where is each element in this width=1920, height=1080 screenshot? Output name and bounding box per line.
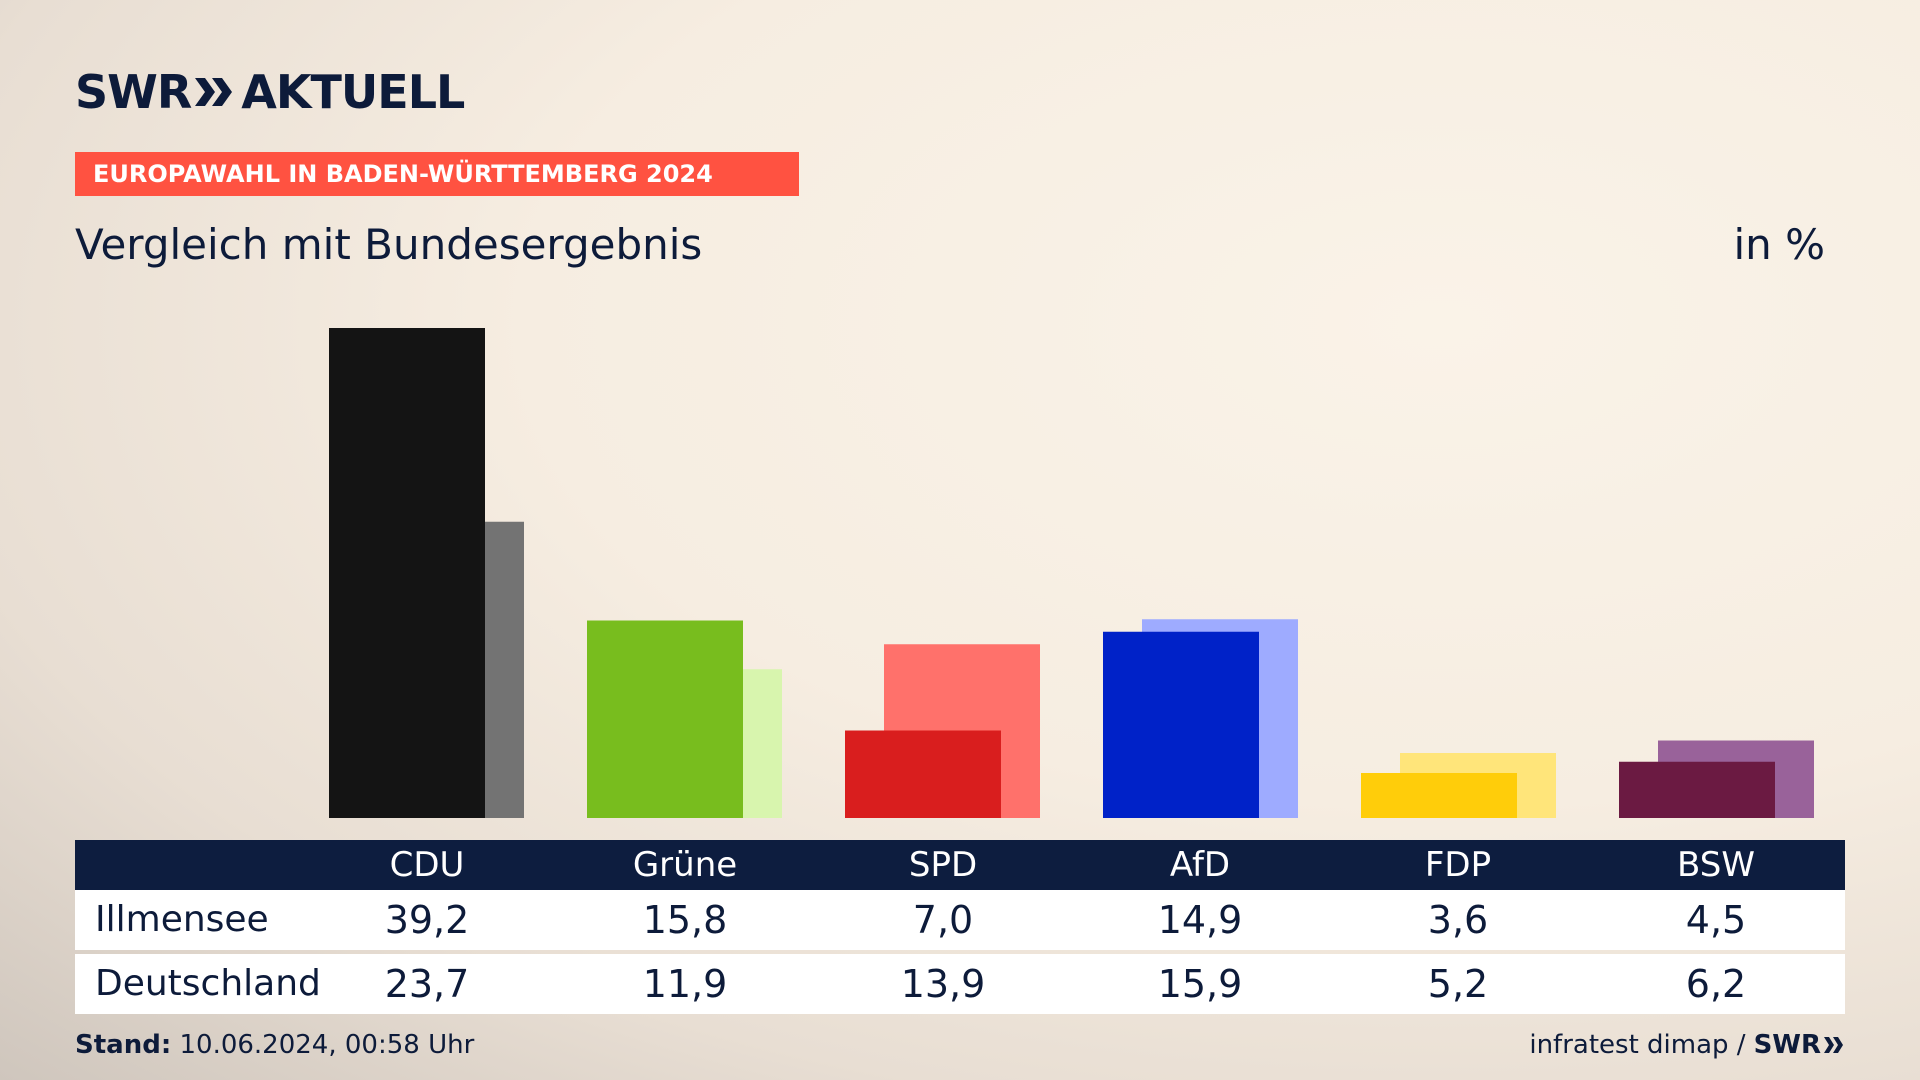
swr-aktuell-logo: SWR AKTUELL [75, 65, 465, 119]
source-credit: infratest dimap / SWR [1529, 1030, 1845, 1060]
table-cell: 11,9 [642, 962, 728, 1006]
timestamp: Stand: 10.06.2024, 00:58 Uhr [75, 1030, 474, 1060]
stand-value: 10.06.2024, 00:58 Uhr [179, 1030, 475, 1060]
column-header: FDP [1424, 845, 1492, 885]
column-header: SPD [908, 845, 978, 885]
bar-illmensee-bsw [1619, 761, 1775, 818]
bar-illmensee-fdp [1361, 773, 1517, 818]
bar-illmensee-grüne [587, 620, 743, 818]
brand-swr: SWR [75, 65, 192, 119]
table-cell: 5,2 [1427, 962, 1489, 1006]
chart-subtitle: Vergleich mit Bundesergebnis [75, 220, 703, 269]
column-header: BSW [1677, 845, 1755, 885]
swr-small-logo: SWR [1754, 1030, 1845, 1060]
table-cell: 4,5 [1685, 898, 1747, 942]
brand-aktuell: AKTUELL [241, 65, 465, 119]
results-table: CDU Grüne SPD AfD FDP BSW Illmensee 39,2 15,8 7… [75, 840, 1845, 1014]
double-chevron-icon [1824, 1037, 1843, 1053]
table-header-row: CDU Grüne SPD AfD FDP BSW [75, 840, 1845, 890]
table-cell: 14,9 [1157, 898, 1243, 942]
column-header: AfD [1169, 845, 1231, 885]
bar-illmensee-afd [1103, 631, 1259, 818]
table-cell: 3,6 [1427, 898, 1489, 942]
table-cell: 15,9 [1157, 962, 1243, 1006]
bar-illmensee-spd [845, 730, 1001, 818]
table-row: Illmensee 39,2 15,8 7,0 14,9 3,6 4,5 [75, 890, 1845, 950]
table-cell: 23,7 [384, 962, 470, 1006]
table-cell: 13,9 [900, 962, 986, 1006]
table-cell: 6,2 [1685, 962, 1747, 1006]
bar-illmensee-cdu [329, 328, 485, 818]
source-text: infratest dimap / [1529, 1030, 1746, 1060]
double-chevron-icon [193, 74, 235, 110]
table-cell: 15,8 [642, 898, 728, 942]
kicker-label: EUROPAWAHL IN BADEN-WÜRTTEMBERG 2024 [75, 152, 799, 196]
column-header: Grüne [632, 845, 738, 885]
table-row: Deutschland 23,7 11,9 13,9 15,9 5,2 6,2 [75, 954, 1845, 1014]
row-label: Illmensee [95, 899, 269, 940]
column-header: CDU [389, 845, 465, 885]
stand-label: Stand: [75, 1030, 172, 1060]
row-label: Deutschland [95, 963, 321, 1004]
table-cell: 39,2 [384, 898, 470, 942]
swr-small-text: SWR [1753, 1030, 1821, 1060]
table-cell: 7,0 [912, 898, 974, 942]
unit-label: in % [1733, 220, 1825, 269]
